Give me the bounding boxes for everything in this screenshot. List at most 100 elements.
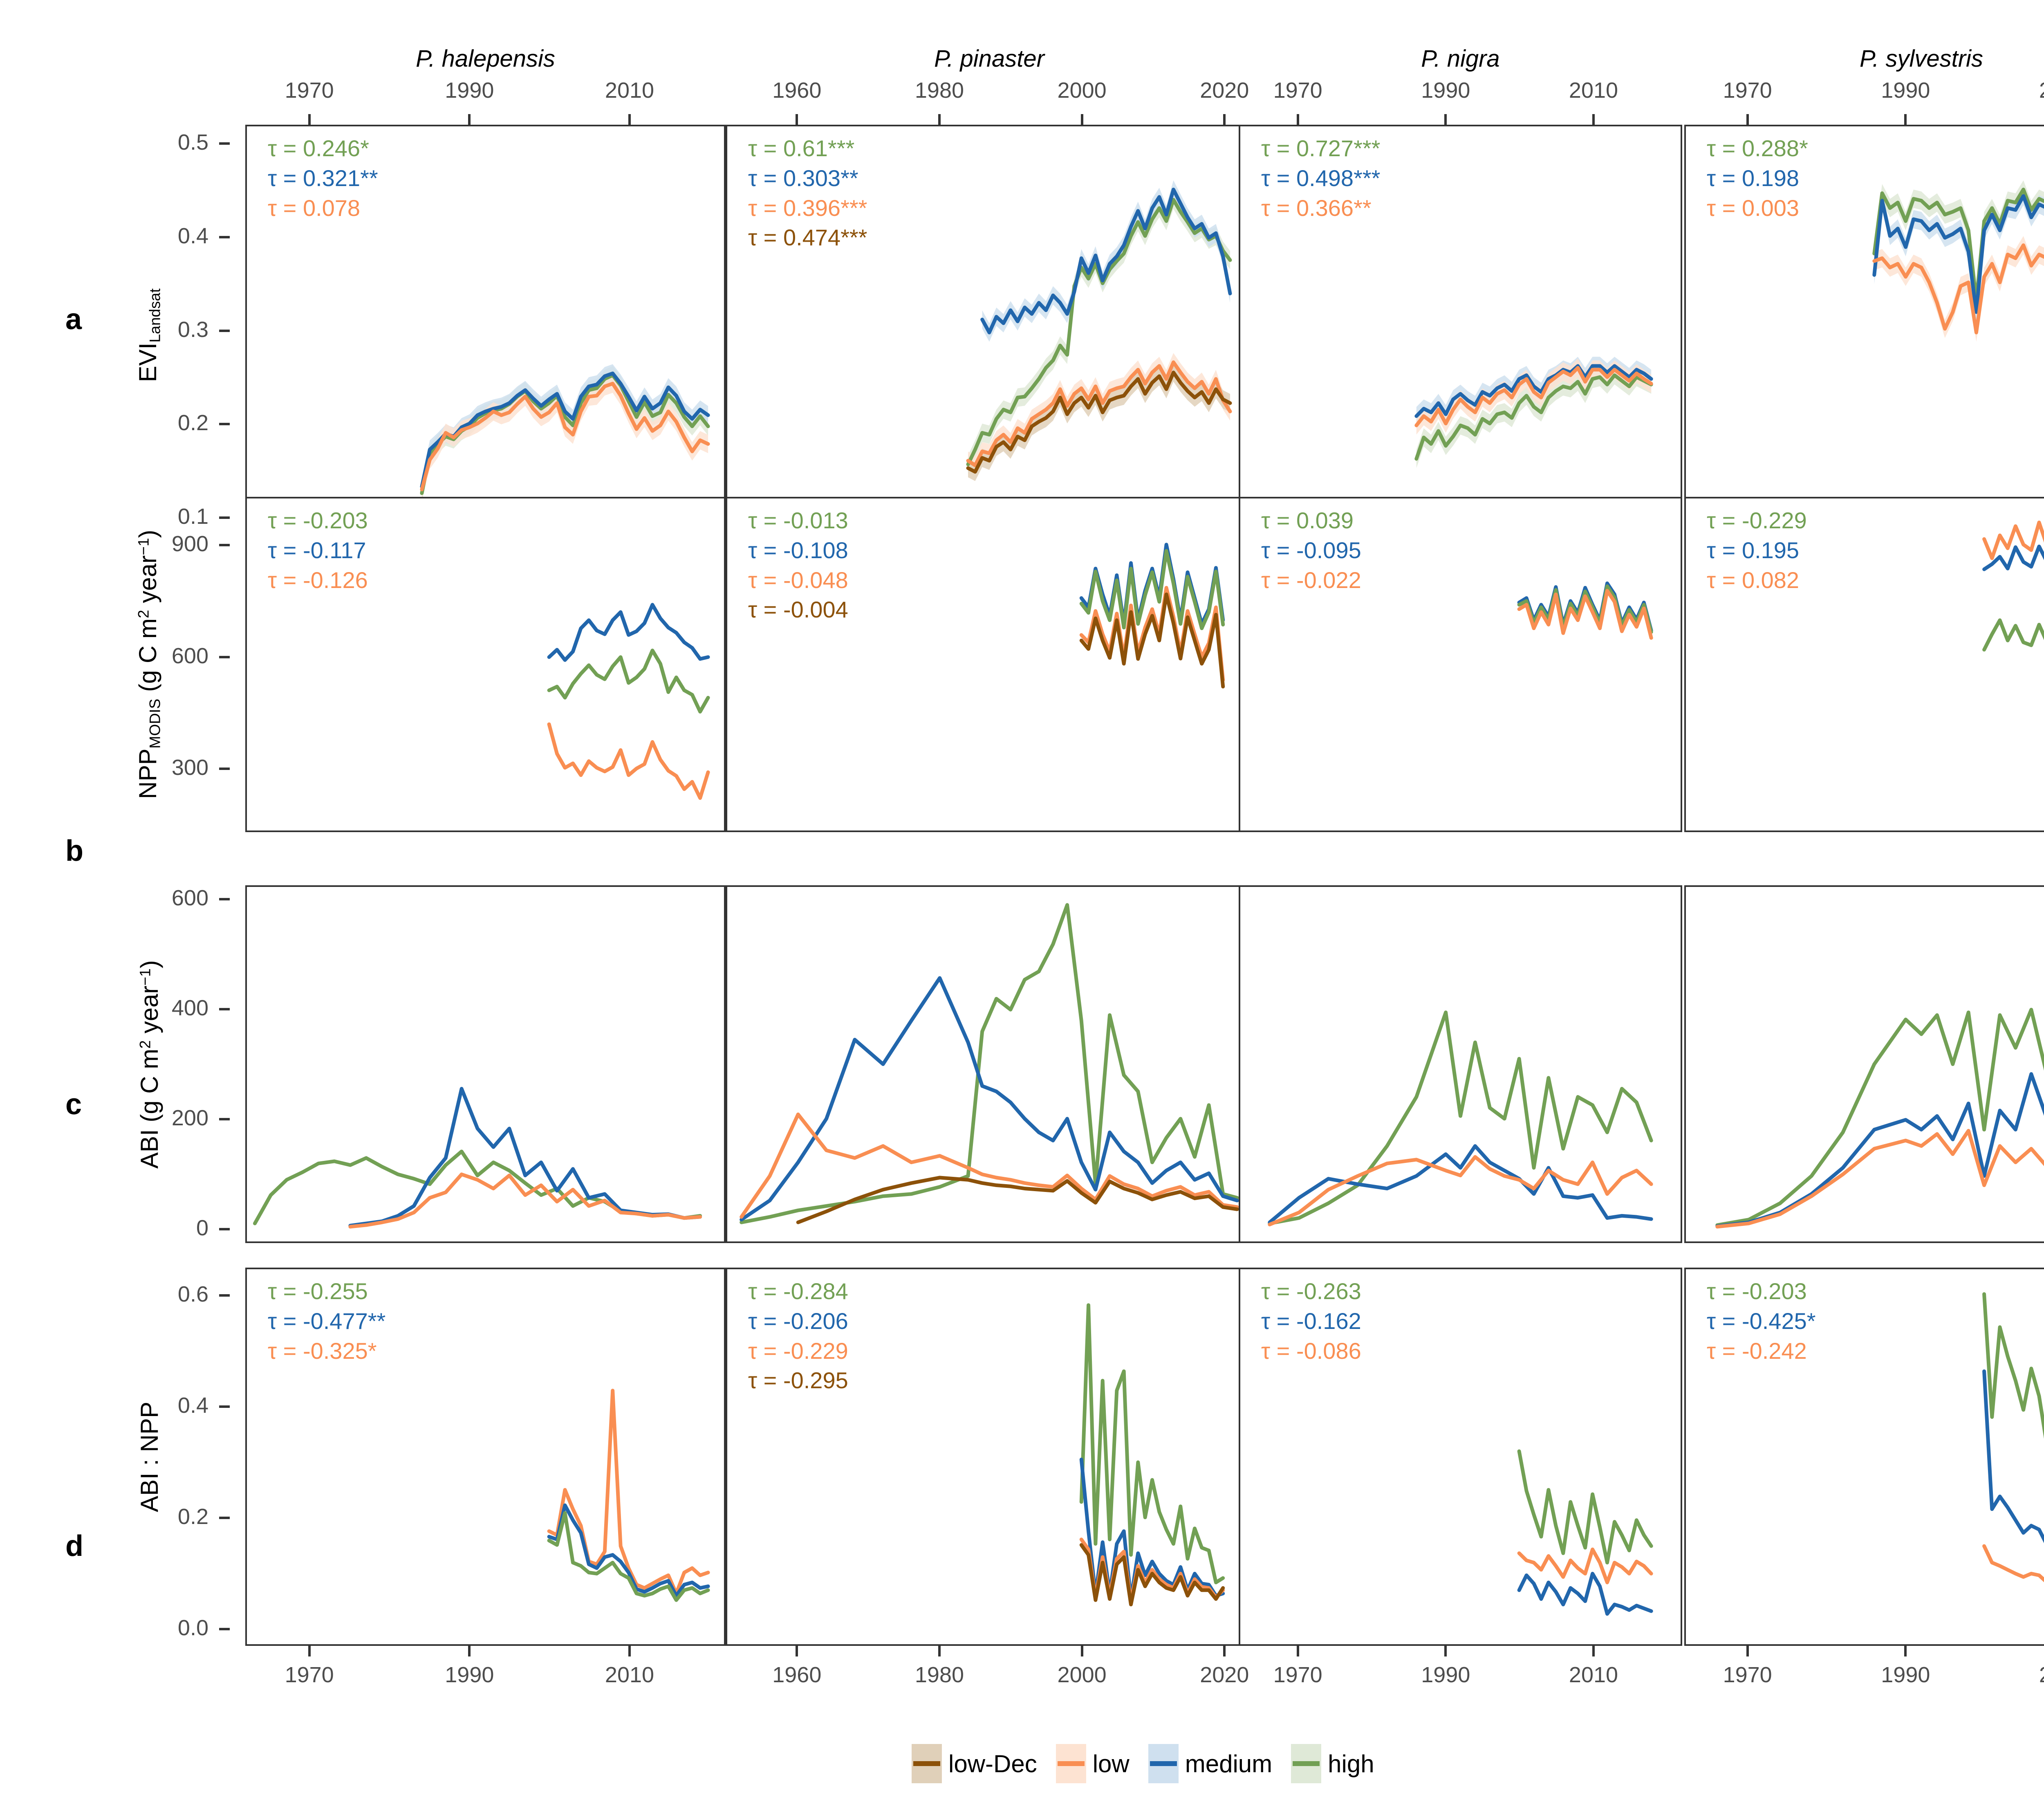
legend-item-medium[interactable]: medium (1148, 1744, 1272, 1783)
series-line-low (1982, 1544, 2044, 1582)
uncertainty-ribbon (968, 363, 1230, 481)
series-canvas (1982, 1292, 2044, 1582)
y-tick-label-left: 0.5 (177, 130, 208, 155)
y-tick-mark-left (219, 236, 230, 238)
series-line-medium (1982, 1369, 2044, 1543)
x-tick-mark-bottom (1080, 1646, 1083, 1656)
tau-value: τ = -0.425* (1707, 1308, 1816, 1334)
series-line-medium (740, 976, 1239, 1222)
y-tick-label-left: 0.4 (177, 223, 208, 248)
series-line-high (547, 649, 710, 714)
plot-panel-a-1 (245, 125, 726, 546)
tau-value: τ = -0.229 (1707, 507, 1807, 533)
panel-letter-a: a (65, 303, 82, 336)
tau-annotation-d-1: τ = -0.255 τ = -0.477** τ = -0.325* (268, 1277, 385, 1366)
x-tick-label-top: 2010 (1569, 78, 1618, 103)
x-tick-mark-bottom (1223, 1646, 1226, 1656)
tau-annotation-a-1: τ = 0.246* τ = 0.321** τ = 0.078 (268, 134, 378, 223)
legend-item-low[interactable]: low (1056, 1744, 1130, 1783)
series-canvas (547, 1389, 710, 1602)
tau-value: τ = -0.108 (748, 537, 848, 563)
plot-panel-c-3 (1239, 885, 1682, 1243)
series-line-low-Dec (1079, 1543, 1225, 1607)
plot-panel-a-4 (1684, 125, 2044, 546)
legend-line (1293, 1761, 1320, 1766)
x-tick-mark-top (938, 114, 941, 125)
series-line-high (1715, 1008, 2044, 1227)
y-tick-mark-left (219, 1008, 230, 1010)
legend-item-high[interactable]: high (1291, 1744, 1374, 1783)
x-tick-label-bottom: 2010 (2015, 1662, 2044, 1688)
x-tick-mark-top (1223, 114, 1226, 125)
y-tick-label-left: 0.2 (177, 411, 208, 435)
plot-panel-a-2 (726, 125, 1253, 546)
x-tick-mark-top (1296, 114, 1299, 125)
x-tick-label-top: 2010 (605, 78, 654, 103)
legend-line (1057, 1761, 1085, 1766)
x-tick-mark-top (308, 114, 311, 125)
x-tick-mark-bottom (938, 1646, 941, 1656)
x-tick-mark-top (1080, 114, 1083, 125)
legend-label: medium (1185, 1750, 1273, 1778)
x-tick-mark-bottom (796, 1646, 798, 1656)
series-canvas (1517, 581, 1653, 640)
series-line-low (1715, 1129, 2044, 1229)
x-tick-mark-bottom (628, 1646, 631, 1656)
tau-value: τ = 0.288* (1707, 135, 1808, 161)
column-title-1: P. halepensis (416, 45, 555, 72)
tau-value: τ = 0.303** (748, 165, 858, 191)
tau-annotation-d-4: τ = -0.203 τ = -0.425* τ = -0.242 (1707, 1277, 1816, 1366)
plot-panel-d-2 (726, 1268, 1253, 1646)
y-tick-label-left: 0.4 (177, 1393, 208, 1418)
tau-value: τ = 0.198 (1707, 165, 1800, 191)
series-line-low (1517, 1547, 1653, 1585)
series-line-high (1517, 584, 1653, 634)
legend-item-low-Dec[interactable]: low-Dec (912, 1744, 1037, 1783)
series-line-medium (1517, 1571, 1653, 1616)
series-line-medium (348, 1087, 702, 1228)
tau-value: τ = -0.022 (1261, 567, 1361, 593)
series-canvas (1517, 1449, 1653, 1616)
tau-annotation-b-1: τ = -0.203 τ = -0.117 τ = -0.126 (268, 506, 368, 595)
y-tick-mark-left (219, 1118, 230, 1121)
tau-value: τ = -0.229 (748, 1338, 848, 1364)
plot-panel-d-3 (1239, 1268, 1682, 1646)
y-tick-mark-left (219, 1517, 230, 1519)
tau-value: τ = -0.117 (268, 537, 366, 563)
tau-value: τ = 0.61*** (748, 135, 855, 161)
tau-value: τ = -0.203 (1707, 1278, 1807, 1304)
x-tick-label-bottom: 1970 (285, 1663, 334, 1687)
panel-letter-b: b (65, 835, 83, 867)
tau-value: τ = -0.095 (1261, 537, 1361, 563)
tau-annotation-d-3: τ = -0.263 τ = -0.162 τ = -0.086 (1261, 1277, 1361, 1366)
series-line-low (1982, 521, 2044, 560)
y-tick-mark-left (219, 142, 230, 145)
y-tick-mark-left (219, 1405, 230, 1408)
y-tick-mark-left (219, 423, 230, 426)
plot-panel-c-1 (245, 885, 726, 1243)
tau-value: τ = 0.003 (1707, 195, 1800, 221)
tau-value: τ = -0.242 (1707, 1338, 1807, 1364)
series-line-low (348, 1172, 702, 1229)
y-tick-label-left: 300 (171, 755, 208, 780)
x-tick-label-bottom: 1970 (1273, 1663, 1322, 1687)
x-tick-mark-bottom (1444, 1646, 1447, 1656)
panel-letter-c: c (65, 1088, 82, 1121)
series-canvas (420, 364, 710, 503)
series-line-high (1079, 1303, 1225, 1585)
plot-panel-c-4 (1684, 885, 2044, 1243)
x-tick-label-top: 1990 (1421, 78, 1470, 103)
y-tick-mark-left (219, 329, 230, 332)
series-line-high (1982, 1292, 2044, 1439)
y-tick-mark-left (219, 768, 230, 770)
series-line-medium (980, 187, 1232, 334)
series-line-medium (1517, 581, 1653, 633)
y-tick-label-left: 600 (171, 885, 208, 910)
x-tick-mark-bottom (308, 1646, 311, 1656)
uncertainty-ribbon (982, 180, 1230, 342)
legend-key-swatch (1148, 1744, 1179, 1783)
series-line-medium (547, 603, 710, 662)
series-line-high (1414, 373, 1653, 461)
tau-value: τ = -0.126 (268, 567, 368, 593)
